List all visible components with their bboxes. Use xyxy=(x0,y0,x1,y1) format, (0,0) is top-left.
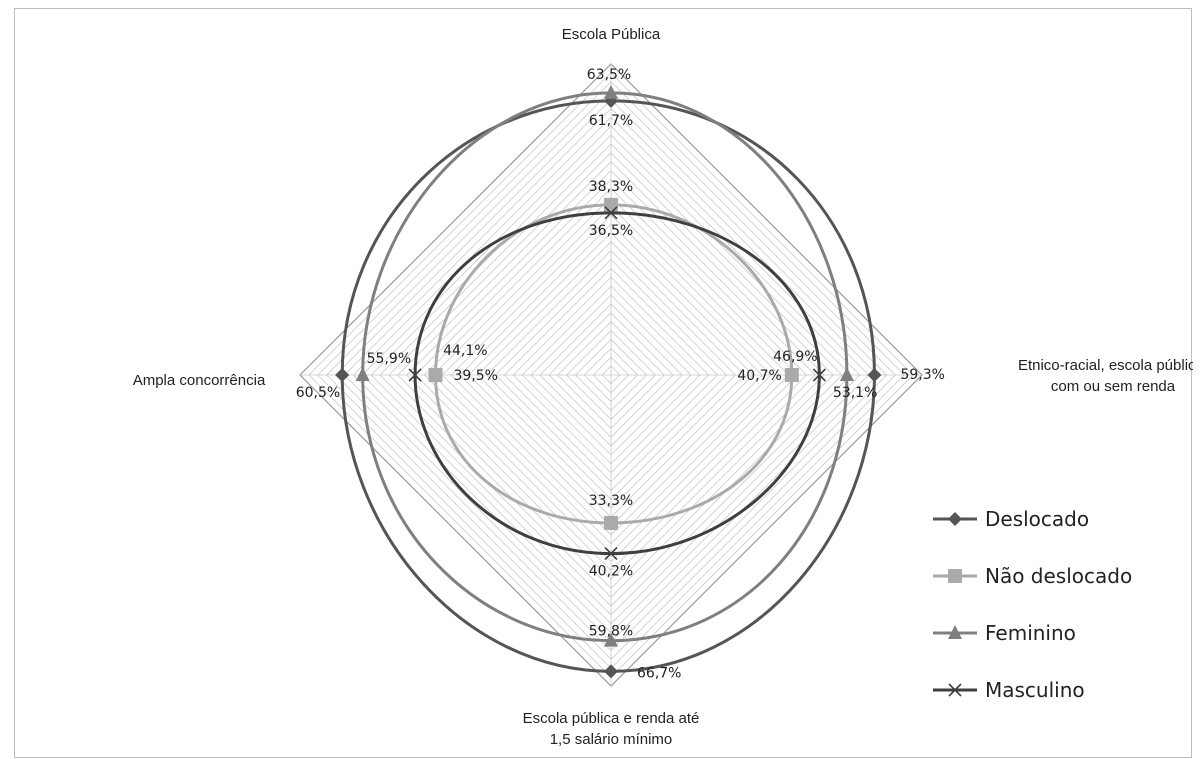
data-label: 53,1% xyxy=(833,385,877,401)
legend-label: Não deslocado xyxy=(985,564,1132,588)
legend-marker xyxy=(948,569,962,583)
legend-item: Deslocado xyxy=(933,507,1089,531)
data-label: 59,3% xyxy=(900,367,944,383)
data-point-marker xyxy=(604,197,618,212)
legend-label: Masculino xyxy=(985,678,1085,702)
data-point-marker xyxy=(604,84,618,99)
data-label: 46,9% xyxy=(773,349,817,365)
data-point-marker xyxy=(604,206,618,220)
data-point-marker xyxy=(604,547,618,561)
legend-item: Não deslocado xyxy=(933,564,1132,588)
data-point-marker xyxy=(428,368,443,382)
data-point-marker xyxy=(604,664,618,679)
data-label: 44,1% xyxy=(443,343,487,359)
legend-label: Deslocado xyxy=(985,507,1089,531)
data-label: 66,7% xyxy=(637,665,681,681)
legend-label: Feminino xyxy=(985,621,1076,645)
legend-item: Masculino xyxy=(933,678,1085,702)
radar-grid xyxy=(299,63,923,687)
data-label: 60,5% xyxy=(296,385,340,401)
axis-label: Etnico-racial, escola pública, com ou sem… xyxy=(1018,357,1193,395)
data-label: 33,3% xyxy=(589,493,633,509)
series xyxy=(335,84,882,679)
legend-marker xyxy=(948,625,962,639)
value-labels: 61,7% 59,3% 66,7% 60,5% 38,3% 40,7% 33,3% 39,5%… xyxy=(296,67,945,681)
axis-labels: Escola Pública Etnico-racial, escola públ… xyxy=(133,26,1193,748)
legend-marker xyxy=(948,683,962,697)
data-point-marker xyxy=(335,368,350,382)
data-label: 40,7% xyxy=(737,368,781,384)
data-point-marker xyxy=(355,367,370,381)
data-label: 61,7% xyxy=(589,113,633,129)
axis-label: Escola pública e renda até 1,5 salário mí… xyxy=(523,710,700,748)
chart-frame: Escola Pública Etnico-racial, escola públ… xyxy=(14,8,1193,758)
legend: Deslocado Não deslocado Feminino Masculino xyxy=(933,507,1132,702)
radar-chart: Escola Pública Etnico-racial, escola públ… xyxy=(133,26,1193,748)
data-point-marker xyxy=(784,368,799,382)
data-point-marker xyxy=(604,515,618,530)
data-point-marker xyxy=(812,368,826,382)
data-label: 59,8% xyxy=(589,624,633,640)
data-point-marker xyxy=(408,368,422,382)
legend-marker xyxy=(948,512,962,526)
data-label: 63,5% xyxy=(587,67,631,83)
data-label: 55,9% xyxy=(367,351,411,367)
data-point-marker xyxy=(604,632,618,647)
data-point-marker xyxy=(867,368,882,382)
data-point-marker xyxy=(839,367,854,381)
data-label: 36,5% xyxy=(589,223,633,239)
data-label: 40,2% xyxy=(589,564,633,580)
data-label: 39,5% xyxy=(454,368,498,384)
data-label: 38,3% xyxy=(589,179,633,195)
axis-label: Escola Pública xyxy=(562,26,661,43)
axis-label: Ampla concorrência xyxy=(133,372,266,389)
legend-item: Feminino xyxy=(933,621,1076,645)
